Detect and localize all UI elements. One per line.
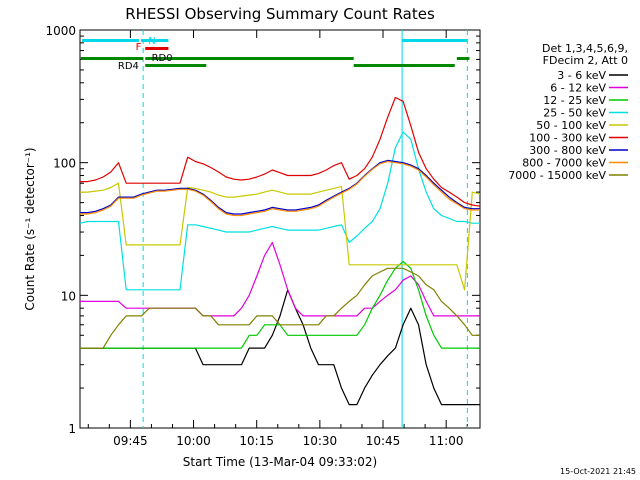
legend-label-5: 100 - 300 keV xyxy=(529,132,606,145)
legend-label-8: 7000 - 15000 keV xyxy=(508,169,606,182)
plot-area xyxy=(79,29,481,429)
legend-header-2: FDecim 2, Att 0 xyxy=(543,54,628,67)
marker-label-rd0: RD0 xyxy=(152,53,173,64)
y-tick-label-3: 1000 xyxy=(45,24,76,38)
x-tick-label-4: 10:45 xyxy=(366,434,401,448)
saa-bar-2 xyxy=(145,57,354,60)
marker-label-rd4: RD4 xyxy=(118,61,139,72)
x-tick-label-5: 11:00 xyxy=(429,434,464,448)
legend-label-2: 12 - 25 keV xyxy=(543,94,606,107)
x-tick-label-1: 10:00 xyxy=(176,434,211,448)
legend-label-4: 50 - 100 keV xyxy=(536,119,606,132)
y-tick-label-2: 100 xyxy=(53,157,76,171)
x-axis: 09:45 10:00 10:15 10:30 10:45 11:00 xyxy=(87,30,468,448)
observing-markers: NF RD0 RD4 xyxy=(80,30,470,428)
x-tick-label-2: 10:15 xyxy=(239,434,274,448)
legend-label-1: 6 - 12 keV xyxy=(550,82,606,95)
saa-bar-3 xyxy=(145,64,207,67)
series-line-7 xyxy=(80,160,480,217)
night-bar-1 xyxy=(82,39,139,42)
x-tick-label-0: 09:45 xyxy=(113,434,148,448)
series-line-8 xyxy=(80,267,480,349)
series-lines xyxy=(79,96,481,406)
x-axis-label: Start Time (13-Mar-04 09:33:02) xyxy=(183,455,377,469)
saa-bar-1 xyxy=(80,57,144,60)
legend-label-0: 3 - 6 keV xyxy=(557,69,606,82)
y-axis-label: Count Rate (s⁻¹ detector⁻¹) xyxy=(23,147,37,310)
x-tick-label-3: 10:30 xyxy=(303,434,338,448)
chart-title: RHESSI Observing Summary Count Rates xyxy=(125,5,435,23)
night-bar-3 xyxy=(402,39,468,42)
series-line-5 xyxy=(80,96,481,207)
saa-bar-4 xyxy=(353,64,455,67)
marker-label-f: F xyxy=(136,42,142,53)
legend: Det 1,3,4,5,6,9, FDecim 2, Att 0 3 - 6 k… xyxy=(508,42,628,182)
series-line-1 xyxy=(80,241,480,317)
footer-date: 15-Oct-2021 21:45 xyxy=(560,467,636,476)
series-line-3 xyxy=(79,131,480,291)
saa-bar-5 xyxy=(456,57,470,60)
legend-label-3: 25 - 50 keV xyxy=(543,107,606,120)
flare-bar xyxy=(145,47,169,50)
y-tick-label-1: 10 xyxy=(61,289,76,303)
legend-label-6: 300 - 800 keV xyxy=(529,144,606,157)
series-line-6 xyxy=(80,159,480,215)
y-axis: 1 10 100 1000 xyxy=(45,24,480,436)
plot-frame xyxy=(79,29,481,429)
y-tick-label-0: 1 xyxy=(68,422,76,436)
night-bar-2 xyxy=(141,39,169,42)
series-line-4 xyxy=(80,182,481,291)
legend-header-1: Det 1,3,4,5,6,9, xyxy=(542,42,628,55)
legend-label-7: 800 - 7000 keV xyxy=(522,157,606,170)
marker-label-n: N xyxy=(148,36,155,47)
